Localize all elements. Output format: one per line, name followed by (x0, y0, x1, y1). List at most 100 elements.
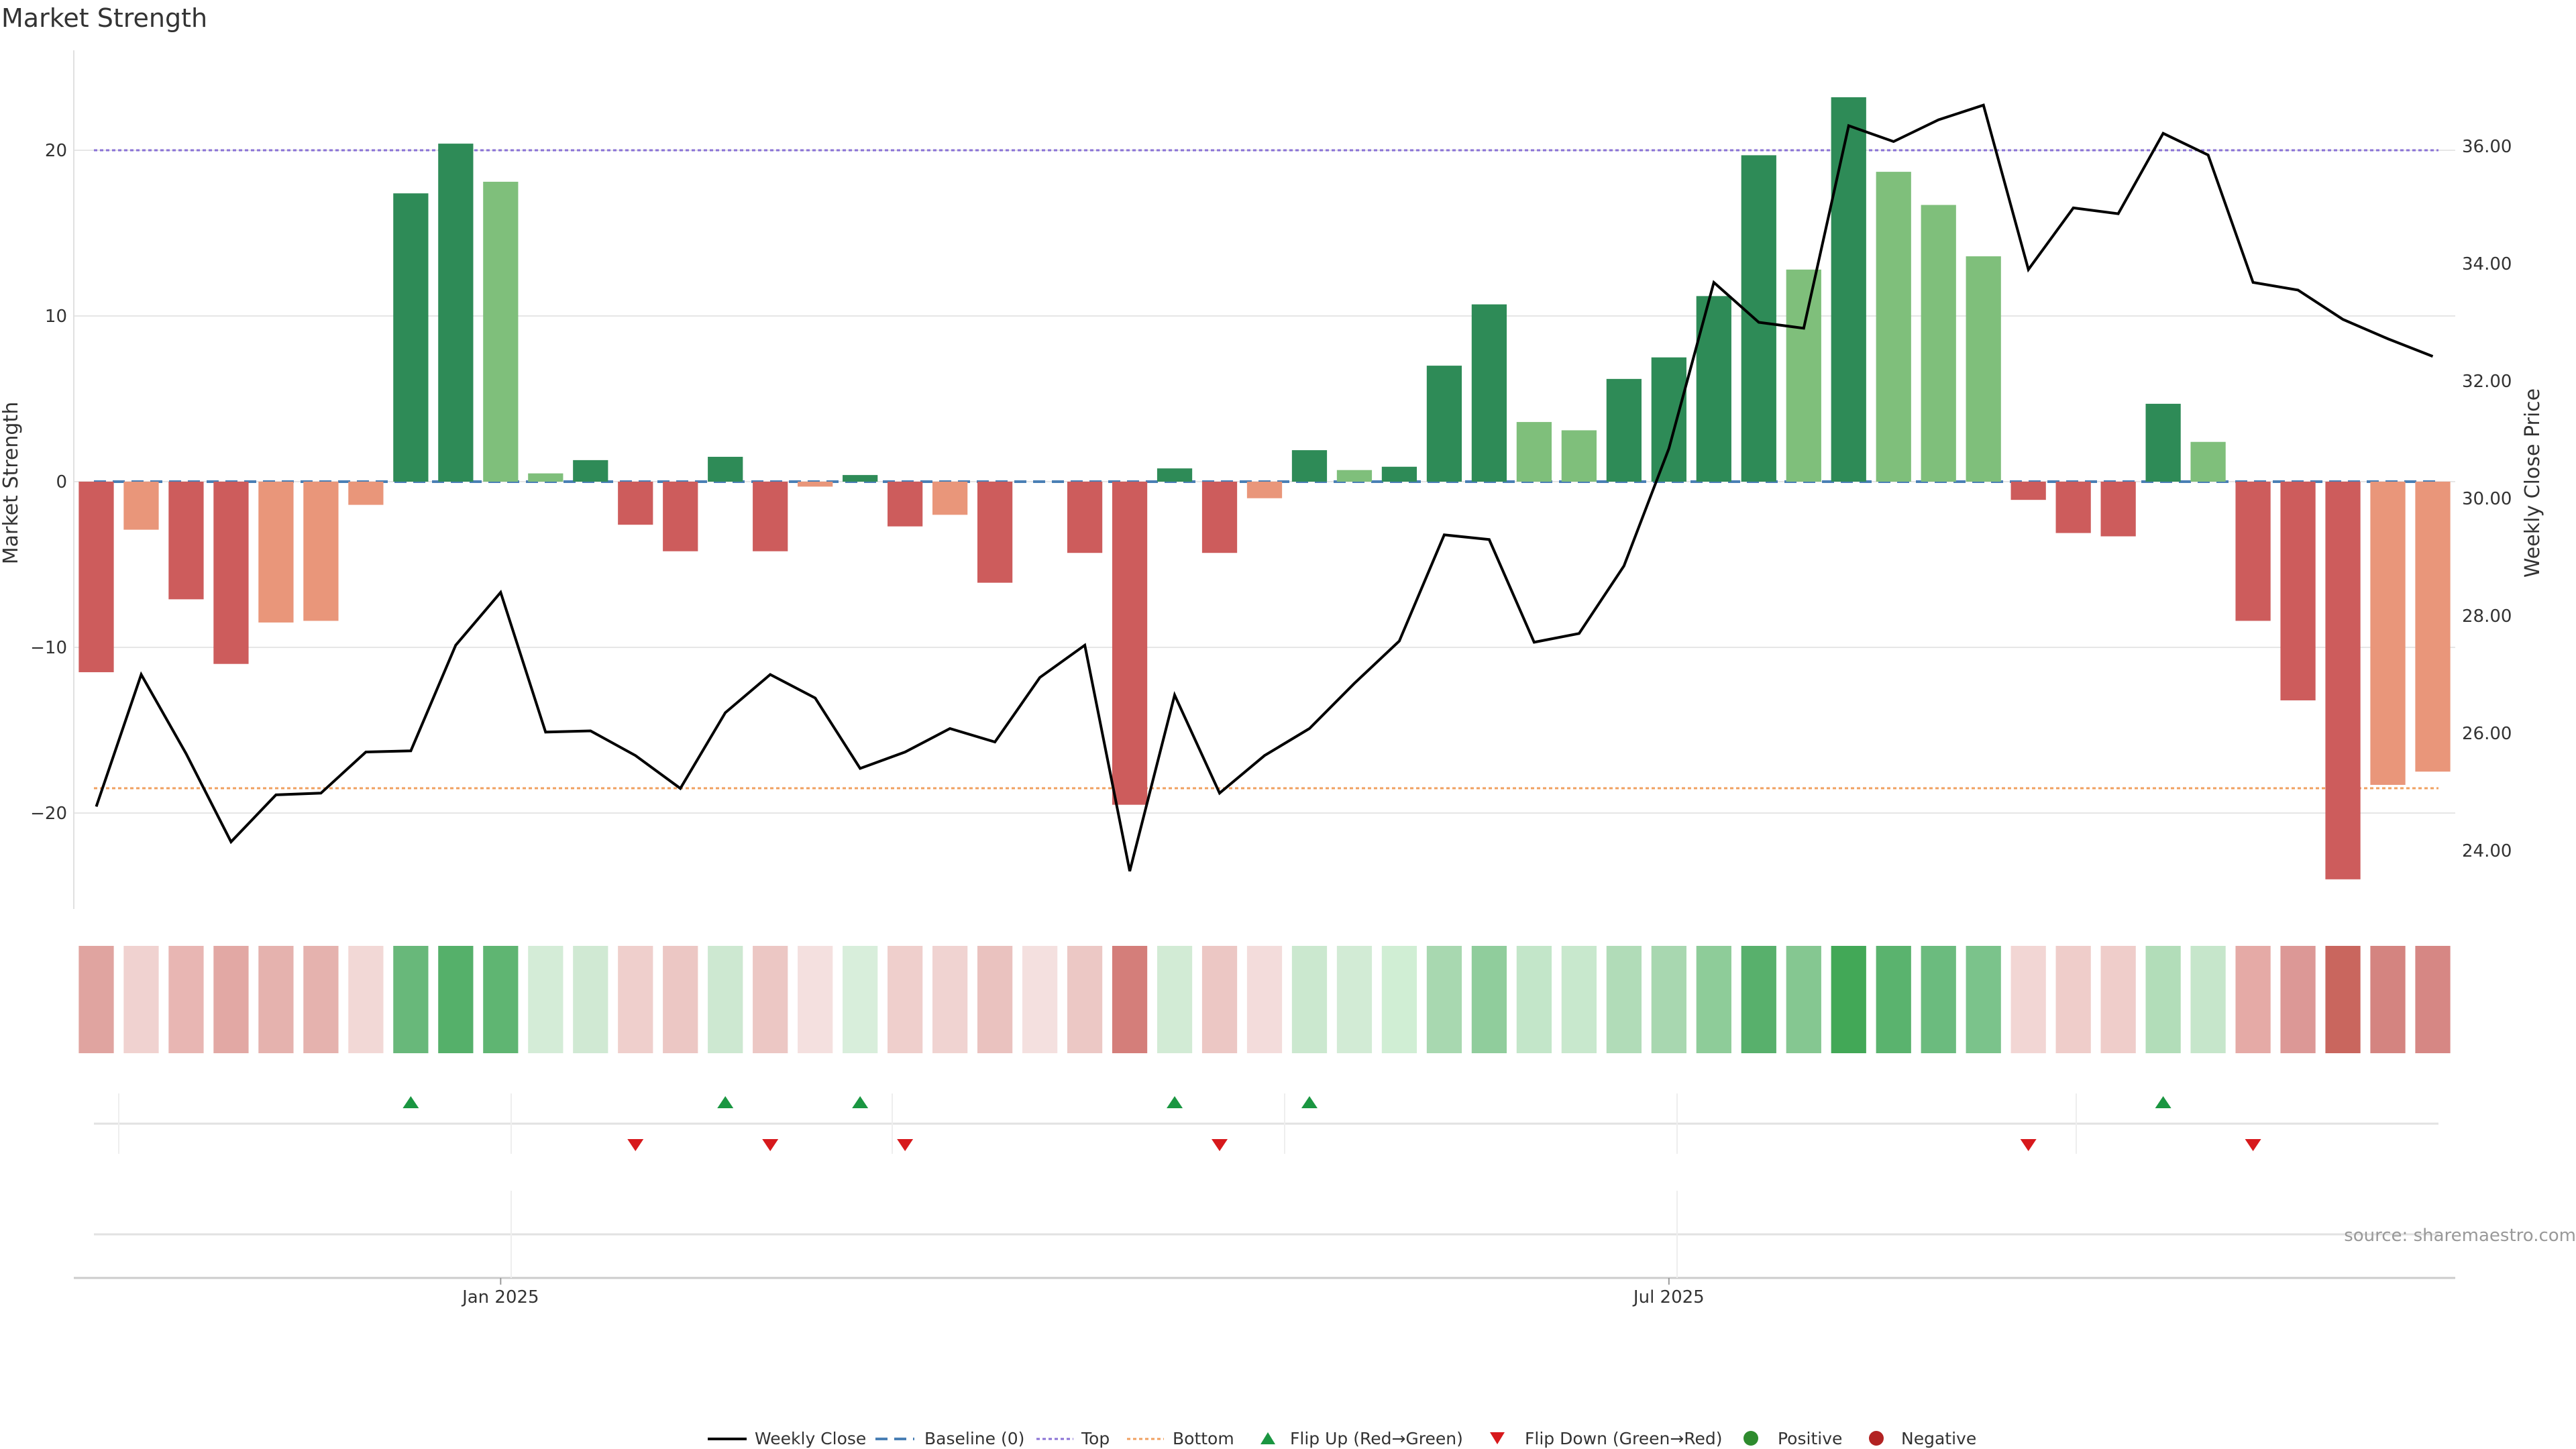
flip-down-marker (627, 1139, 644, 1151)
strength-bar (573, 460, 608, 482)
strength-bar (1651, 357, 1686, 482)
flip-up-marker (852, 1096, 869, 1108)
x-ticks: Jan 2025 Jul 2025 (461, 1278, 1705, 1307)
legend-item: Negative (1869, 1429, 1976, 1448)
legend-item: Flip Up (Red→Green) (1260, 1429, 1463, 1448)
flip-up-marker (717, 1096, 734, 1108)
strength-bar (1336, 470, 1373, 482)
heat-cell (303, 946, 339, 1053)
strength-bar (932, 482, 968, 515)
heat-cell (1291, 946, 1328, 1053)
heat-cell (483, 946, 519, 1053)
heat-cell (618, 946, 653, 1053)
strength-bar (2325, 482, 2361, 879)
strength-bar (1201, 482, 1238, 553)
heat-cell (1606, 946, 1642, 1053)
flip-up-marker (1167, 1096, 1183, 1108)
strength-bar (483, 181, 519, 482)
heat-cell (393, 946, 429, 1053)
strength-bar (1471, 304, 1507, 482)
strength-bar (798, 482, 833, 487)
heat-cell (348, 946, 384, 1053)
strength-bar (168, 482, 204, 600)
heat-cell (213, 946, 249, 1053)
heat-cell (2325, 946, 2361, 1053)
strength-bar (2055, 482, 2091, 533)
flip-markers (94, 1093, 2438, 1278)
heat-cell (2415, 946, 2451, 1053)
strength-bar (2280, 482, 2316, 701)
strength-bar (1067, 482, 1103, 553)
legend-item: Positive (1743, 1429, 1842, 1448)
heat-cell (2100, 946, 2136, 1053)
legend-label: Bottom (1173, 1429, 1234, 1448)
heat-cell (438, 946, 474, 1053)
source-note: source: sharemaestro.com (2344, 1226, 2576, 1246)
strength-bar (1561, 430, 1597, 482)
heat-cell (1336, 946, 1373, 1053)
heat-cell (1786, 946, 1821, 1053)
heat-cell (123, 946, 159, 1053)
heat-cell (1471, 946, 1507, 1053)
strength-bar (618, 482, 653, 525)
y-left-label: Market Strength (0, 402, 23, 564)
heat-cell (2280, 946, 2316, 1053)
legend-swatch-negative (1869, 1431, 1884, 1446)
legend-label: Flip Up (Red→Green) (1290, 1429, 1463, 1448)
legend-label: Baseline (0) (924, 1429, 1024, 1448)
flip-up-marker (1301, 1096, 1318, 1108)
weekly-close-line (95, 103, 2434, 872)
y-left-tick-label: −10 (30, 638, 67, 658)
strength-bar (1786, 269, 1821, 482)
heat-cell (1201, 946, 1238, 1053)
heat-cell (2190, 946, 2226, 1053)
strength-bar (888, 482, 923, 527)
strength-bar (1426, 366, 1462, 482)
legend-item: Weekly Close (708, 1429, 866, 1448)
x-tick-label: Jan 2025 (461, 1287, 539, 1307)
strength-bar (1831, 97, 1866, 482)
flip-down-marker (2020, 1139, 2037, 1151)
y-right-tick-label: 24.00 (2462, 841, 2512, 861)
strength-bar (753, 482, 788, 551)
heat-cell (1921, 946, 1956, 1053)
heat-cell (2235, 946, 2271, 1053)
heat-cell (1381, 946, 1417, 1053)
legend-item: Bottom (1127, 1429, 1234, 1448)
heat-cell (1022, 946, 1058, 1053)
strength-bar (1741, 155, 1776, 482)
strength-bar (2415, 482, 2451, 772)
legend-label: Negative (1901, 1429, 1976, 1448)
strength-bar (2370, 482, 2406, 786)
heat-cell (977, 946, 1013, 1053)
legend-swatch-flip-down (1490, 1432, 1505, 1444)
heat-cell (2145, 946, 2181, 1053)
y-left-tick-label: 0 (56, 472, 67, 492)
strength-bar (977, 482, 1013, 583)
strength-bar (1112, 482, 1148, 805)
y-right-tick-label: 32.00 (2462, 372, 2512, 392)
strength-bar (663, 482, 698, 551)
flip-down-marker (1212, 1139, 1228, 1151)
y-right-tick-label: 26.00 (2462, 724, 2512, 744)
heat-cell (1246, 946, 1283, 1053)
y-right-tick-label: 36.00 (2462, 137, 2512, 157)
heat-cell (258, 946, 294, 1053)
legend-item: Top (1036, 1429, 1110, 1448)
heat-cell (708, 946, 743, 1053)
legend-item: Flip Down (Green→Red) (1490, 1429, 1723, 1448)
heat-cell (168, 946, 204, 1053)
heat-cell (528, 946, 564, 1053)
y-right-tick-label: 30.00 (2462, 489, 2512, 509)
legend-item: Baseline (0) (875, 1429, 1024, 1448)
y-right-tick-label: 34.00 (2462, 254, 2512, 274)
strength-bar (78, 482, 114, 673)
strength-bar (1921, 205, 1956, 482)
strength-bar (2145, 403, 2181, 482)
heat-cell (1696, 946, 1731, 1053)
flip-up-marker (2155, 1096, 2171, 1108)
y-left-tick-label: 20 (45, 141, 67, 161)
heat-cell (1876, 946, 1911, 1053)
heat-strip (78, 946, 2451, 1053)
y-left-ticks: 20 10 0 −10 −20 (30, 141, 67, 824)
